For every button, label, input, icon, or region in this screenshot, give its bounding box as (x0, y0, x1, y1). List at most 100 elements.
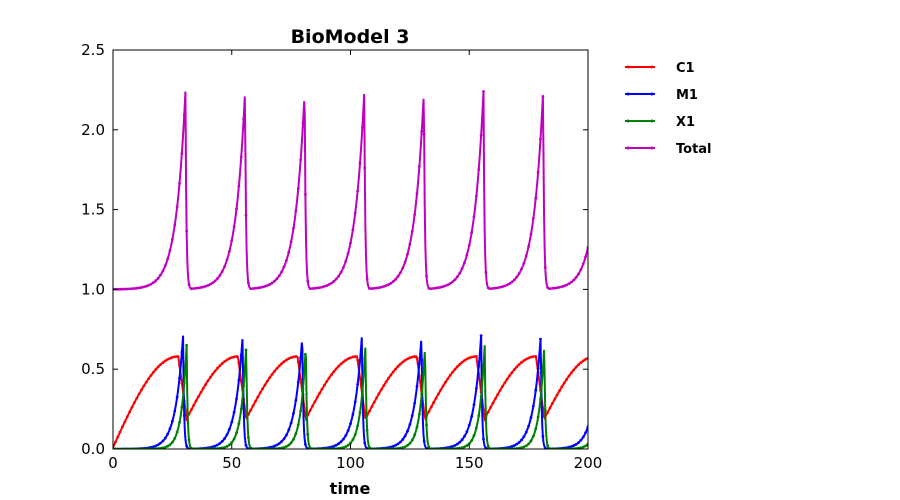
data-point (555, 286, 559, 290)
data-point (472, 434, 476, 437)
legend-label: C1 (676, 61, 695, 76)
data-point (322, 285, 326, 288)
data-point (178, 376, 181, 380)
data-point (510, 280, 514, 284)
data-point (332, 279, 336, 283)
data-point (163, 436, 167, 440)
data-point (353, 432, 357, 436)
data-point (562, 381, 566, 385)
data-point (325, 380, 329, 383)
data-point (341, 446, 345, 449)
data-point (510, 445, 514, 448)
data-point (427, 445, 431, 449)
data-point (470, 355, 474, 359)
data-point (503, 381, 507, 384)
data-point (436, 286, 440, 290)
data-point (534, 196, 538, 200)
data-point (508, 374, 512, 378)
data-point (517, 441, 521, 444)
data-point (156, 443, 160, 447)
data-point (189, 287, 193, 291)
data-point (379, 388, 383, 391)
legend-marker (650, 119, 654, 123)
data-point (344, 434, 348, 437)
data-point (351, 413, 355, 416)
data-point (244, 348, 248, 352)
data-point (579, 361, 583, 365)
data-point (567, 282, 571, 286)
data-point (515, 442, 519, 446)
data-point (137, 392, 141, 396)
data-point (470, 231, 474, 235)
data-point (546, 444, 550, 448)
data-point (527, 442, 531, 446)
data-point (216, 366, 219, 370)
data-point (173, 436, 177, 440)
data-point (289, 240, 293, 244)
data-point (201, 285, 205, 289)
data-point (408, 356, 412, 360)
data-point (282, 437, 286, 441)
data-point (522, 261, 526, 265)
data-point (517, 272, 521, 275)
data-point (175, 430, 179, 434)
data-point (349, 356, 352, 360)
data-point (137, 286, 141, 290)
data-point (401, 446, 405, 449)
data-point (282, 446, 286, 449)
data-point (534, 388, 538, 392)
data-point (180, 381, 184, 385)
data-point (282, 265, 286, 269)
data-point (453, 367, 457, 371)
data-point (334, 443, 338, 447)
data-point (546, 410, 550, 414)
data-point (527, 424, 531, 428)
data-point (439, 388, 443, 392)
data-point (168, 427, 172, 431)
data-point (173, 223, 177, 227)
data-point (235, 207, 238, 211)
data-point (550, 287, 554, 290)
data-point (539, 137, 542, 141)
data-point (465, 430, 469, 434)
chart-title: BioModel 3 (291, 26, 410, 48)
data-point (301, 387, 305, 391)
data-point (389, 373, 393, 377)
data-point (349, 241, 352, 245)
data-point (206, 283, 210, 287)
data-point (339, 362, 343, 366)
data-point (265, 284, 269, 287)
data-point (223, 445, 227, 449)
data-point (522, 359, 526, 363)
data-point (417, 362, 421, 365)
data-point (446, 377, 450, 381)
data-point (166, 432, 170, 436)
data-point (534, 355, 538, 358)
data-point (406, 357, 409, 361)
data-point (170, 355, 174, 359)
data-point (465, 444, 469, 447)
data-point (121, 425, 124, 429)
data-point (398, 271, 402, 275)
data-point (558, 389, 561, 393)
data-point (327, 283, 331, 286)
data-point (391, 370, 395, 374)
data-point (330, 445, 333, 449)
data-point (249, 287, 253, 291)
legend-item-c1: C1 (625, 61, 695, 76)
data-point (220, 362, 224, 365)
data-point (218, 274, 222, 277)
data-point (330, 281, 333, 285)
legend-marker (626, 92, 630, 96)
axes: 0 50 100 150 200 0.0 0.5 1.0 1.5 2.0 2.5 (81, 41, 602, 472)
data-point (159, 441, 162, 445)
data-point (284, 445, 288, 448)
data-point (455, 365, 459, 369)
data-point (301, 121, 305, 125)
data-point (548, 287, 552, 291)
data-point (254, 399, 257, 403)
data-point (161, 439, 165, 443)
data-point (175, 205, 179, 209)
data-point (394, 367, 398, 371)
data-point (368, 409, 371, 413)
